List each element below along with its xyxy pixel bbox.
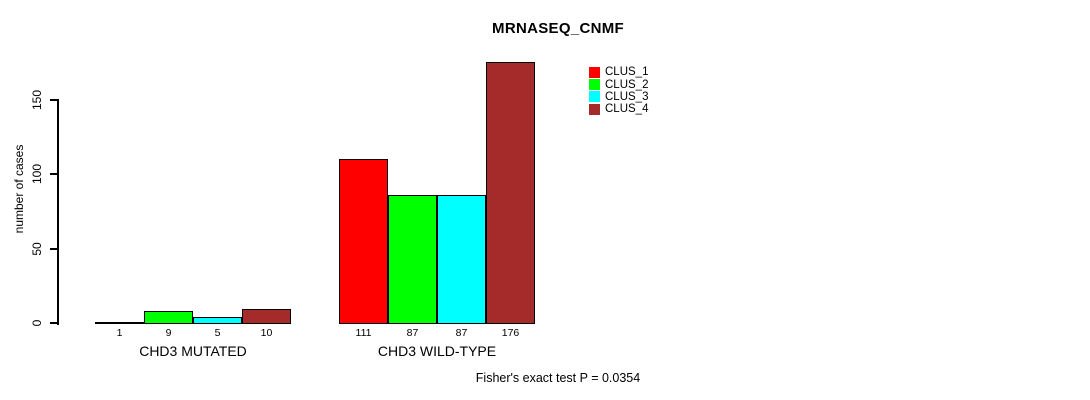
bar-clus_2-2 [388,195,437,324]
y-tick-mark [50,322,57,324]
y-tick-mark [50,173,57,176]
legend-row: CLUS_3 [589,91,648,103]
legend: CLUS_1 CLUS_2 CLUS_3 CLUS_4 [589,66,648,116]
legend-row: CLUS_1 [589,66,648,78]
bar-value-label: 5 [214,327,221,339]
bar-value-label: 176 [501,327,520,339]
y-axis-line [57,99,59,325]
bar-value-label: 87 [406,327,419,339]
bar-value-label: 9 [165,327,172,339]
group-label: CHD3 MUTATED [139,343,247,359]
y-tick-label: 0 [30,319,44,327]
caption: Fisher's exact test P = 0.0354 [475,371,641,385]
bar-clus_4-2 [486,62,535,324]
bar-clus_1-1 [95,322,144,324]
legend-swatch-clus_1 [589,66,600,78]
y-tick-mark [50,247,57,250]
bar-clus_1-2 [339,159,388,324]
legend-label: CLUS_3 [605,90,649,103]
legend-row: CLUS_4 [589,103,648,115]
bar-value-label: 1 [116,327,123,339]
bar-clus_2-1 [144,311,193,324]
legend-label: CLUS_1 [605,66,649,79]
legend-row: CLUS_2 [589,78,649,91]
bar-clus_3-1 [193,317,242,324]
bar-clus_4-1 [242,309,291,324]
legend-label: CLUS_4 [605,103,649,116]
bar-value-label: 87 [455,327,468,339]
legend-swatch-clus_2 [589,79,600,91]
y-tick-label: 150 [30,89,44,111]
chart-title: MRNASEQ_CNMF [492,20,624,37]
legend-label: CLUS_2 [605,78,649,91]
y-tick-label: 50 [30,241,44,256]
y-tick-label: 100 [30,164,44,185]
group-label: CHD3 WILD-TYPE [377,343,497,359]
y-axis-label: number of cases [12,144,26,234]
bar-clus_3-2 [437,195,486,324]
bar-value-label: 111 [355,327,372,339]
y-tick-mark [50,99,57,101]
legend-swatch-clus_4 [589,103,600,115]
legend-swatch-clus_3 [589,91,600,103]
bar-value-label: 10 [260,327,273,339]
